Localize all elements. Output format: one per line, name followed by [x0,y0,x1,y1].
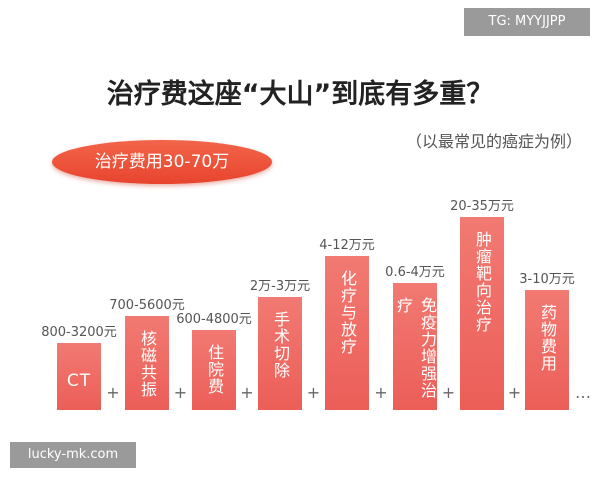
item-bar: CT [57,343,101,410]
cost-label: 800-3200元 [41,325,117,340]
item-name: 药物费用 [538,304,557,372]
separator: + [106,383,120,402]
item-bar: 住院费 [192,330,236,410]
separator: + [240,383,254,402]
watermark: lucky-mk.com [10,442,136,468]
title: 治疗费这座“大山”到底有多重？ [106,79,494,110]
cost-label: 700-5600元 [109,298,185,313]
cost-label: 600-4800元 [176,312,252,327]
cost-label: 20-35万元 [450,199,514,214]
item-name: 手术切除 [271,311,290,379]
cost-label: 3-10万元 [519,272,575,287]
item-name: 肿瘤靶向治疗 [473,231,492,333]
watermark: TG: MYYJJPP [464,8,590,36]
item-name: 化疗与放疗 [338,270,357,355]
cost-label: 0.6-4万元 [385,265,445,280]
item-name: 免疫力增强治疗 [394,297,437,399]
item-bar: 化疗与放疗 [325,256,369,410]
separator: + [306,383,321,402]
separator: … [575,383,591,402]
item-bar: 核磁共振 [125,316,169,410]
separator: + [441,383,456,402]
item-bar: 手术切除 [258,297,302,410]
item-name: 核磁共振 [138,330,157,398]
cost-label: 2万-3万元 [249,279,311,294]
separator: + [374,383,388,402]
cost-label: 4-12万元 [319,238,375,253]
item-bar: 肿瘤靶向治疗 [460,217,504,410]
separator: + [173,383,188,402]
badge: 治疗费用30-70万 [52,140,272,184]
item-name: 住院费 [205,344,224,395]
item-name: CT [66,371,92,391]
subtitle: （以最常见的癌症为例） [405,132,582,151]
item-bar: 免疫力增强治疗 [393,283,437,410]
item-bar: 药物费用 [525,290,569,410]
separator: + [507,383,522,402]
